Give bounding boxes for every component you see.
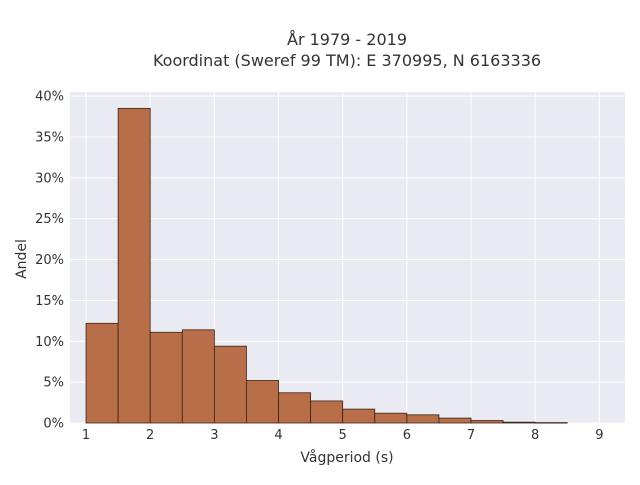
y-tick-label: 5% bbox=[43, 376, 64, 391]
x-tick-label: 7 bbox=[467, 428, 475, 443]
histogram-bar bbox=[470, 420, 504, 424]
plot-area: 1 2 3 4 5 6 7 8 9 0% 5% 10% 15% 20% 25% 30% 35% 40% bbox=[35, 90, 625, 443]
y-tick-label: 25% bbox=[35, 212, 64, 227]
y-tick-label: 40% bbox=[35, 90, 64, 105]
x-tick-label: 4 bbox=[274, 428, 282, 443]
y-tick-label: 10% bbox=[35, 335, 64, 350]
y-tick-label: 0% bbox=[43, 417, 64, 432]
histogram-bar bbox=[117, 107, 151, 424]
histogram-bar bbox=[438, 417, 472, 424]
x-tick-label: 8 bbox=[531, 428, 539, 443]
x-tick-label: 3 bbox=[210, 428, 218, 443]
x-axis-label: Vågperiod (s) bbox=[300, 449, 393, 466]
y-axis-label: Andel bbox=[14, 239, 30, 279]
histogram-bar bbox=[246, 380, 279, 424]
histogram-bar bbox=[149, 331, 183, 424]
chart-title-line-2: Koordinat (Sweref 99 TM): E 370995, N 61… bbox=[153, 51, 541, 70]
chart-title-line-1: År 1979 - 2019 bbox=[287, 30, 407, 49]
x-tick-label: 1 bbox=[82, 428, 90, 443]
y-tick-label: 15% bbox=[35, 294, 64, 309]
x-tick-label: 9 bbox=[595, 428, 603, 443]
y-tick-label: 30% bbox=[35, 171, 64, 186]
histogram-bar bbox=[534, 422, 568, 424]
histogram-bar bbox=[85, 322, 119, 424]
histogram-bar bbox=[406, 414, 440, 424]
histogram-bar bbox=[213, 345, 247, 424]
histogram-bar bbox=[342, 408, 376, 424]
histogram-bar bbox=[181, 329, 215, 424]
x-tick-label: 2 bbox=[146, 428, 154, 443]
histogram-bar bbox=[374, 412, 408, 424]
histogram-bar bbox=[310, 400, 344, 424]
y-tick-label: 35% bbox=[35, 130, 64, 145]
y-tick-label: 20% bbox=[35, 253, 64, 268]
histogram-bar bbox=[502, 421, 536, 424]
x-tick-label: 6 bbox=[403, 428, 411, 443]
histogram-bar bbox=[278, 392, 312, 424]
x-tick-label: 5 bbox=[339, 428, 347, 443]
